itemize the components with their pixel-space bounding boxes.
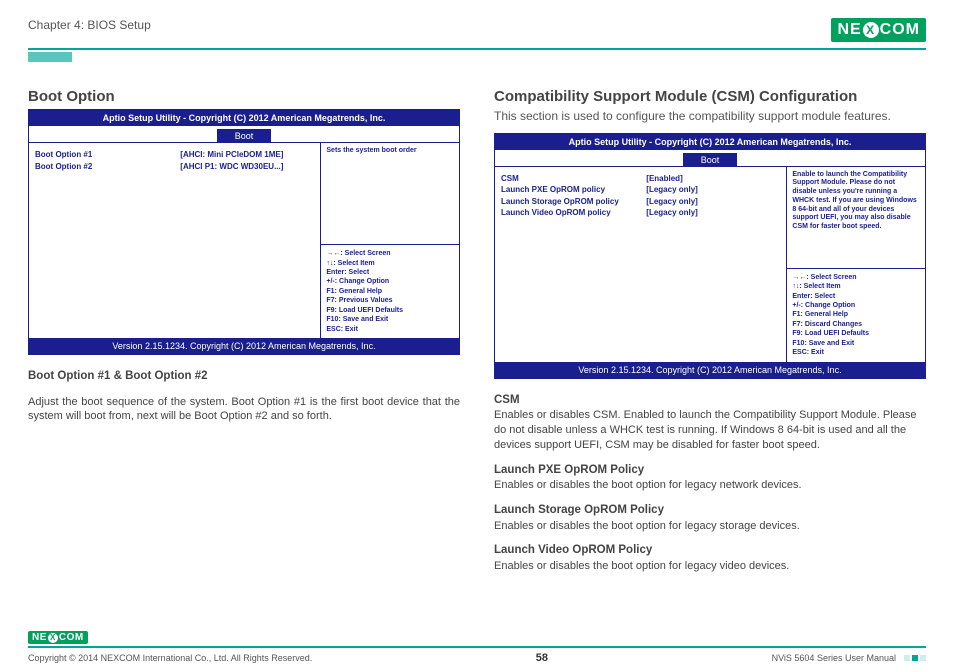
right-section-title: Compatibility Support Module (CSM) Confi… <box>494 88 926 105</box>
key-hint: F10: Save and Exit <box>792 339 920 348</box>
video-text: Enables or disables the boot option for … <box>494 560 789 572</box>
brand-x-icon: X <box>863 22 879 38</box>
key-hint: ↑↓: Select Item <box>326 259 454 268</box>
bios-body: Boot Option #1 [AHCI: Mini PCIeDOM 1ME] … <box>29 142 459 338</box>
pxe-text: Enables or disables the boot option for … <box>494 479 802 491</box>
bios-tabrow: Boot <box>495 150 925 166</box>
key-hint: ↑↓: Select Item <box>792 282 920 291</box>
right-column: Compatibility Support Module (CSM) Confi… <box>494 88 926 584</box>
bios-tabrow: Boot <box>29 126 459 142</box>
brand-right: COM <box>880 21 920 39</box>
brand-right: COM <box>59 632 84 643</box>
brand-left: NE <box>32 632 47 643</box>
bios-row[interactable]: Launch Storage OpROM policy [Legacy only… <box>501 196 780 208</box>
key-hint: ESC: Exit <box>326 325 454 334</box>
key-hint: F9: Load UEFI Defaults <box>792 329 920 338</box>
bios-val: [Legacy only] <box>646 184 780 196</box>
bios-settings-right: CSM [Enabled] Launch PXE OpROM policy [L… <box>495 167 787 362</box>
key-hint: F9: Load UEFI Defaults <box>326 306 454 315</box>
footer-brand-logo: NE X COM <box>28 631 88 644</box>
bios-keys-list: →←: Select Screen ↑↓: Select Item Enter:… <box>787 269 925 362</box>
left-section-title: Boot Option <box>28 88 460 105</box>
left-sub-block: Boot Option #1 & Boot Option #2 Adjust t… <box>28 369 460 424</box>
left-sub-title: Boot Option #1 & Boot Option #2 <box>28 370 208 382</box>
bios-row[interactable]: CSM [Enabled] <box>501 173 780 185</box>
brand-left: NE <box>837 21 861 39</box>
bios-tab-boot[interactable]: Boot <box>683 153 738 167</box>
key-hint: Enter: Select <box>792 292 920 301</box>
bios-key: Boot Option #1 <box>35 149 180 161</box>
right-section-desc: This section is used to configure the co… <box>494 109 926 125</box>
key-hint: F1: General Help <box>792 310 920 319</box>
bios-keys-list: →←: Select Screen ↑↓: Select Item Enter:… <box>321 245 459 338</box>
footer-copyright: Copyright © 2014 NEXCOM International Co… <box>28 653 312 663</box>
bios-body: CSM [Enabled] Launch PXE OpROM policy [L… <box>495 166 925 362</box>
csm-text: Enables or disables CSM. Enabled to laun… <box>494 409 917 451</box>
bios-row[interactable]: Boot Option #2 [AHCI P1: WDC WD30EU...] <box>35 161 314 173</box>
bios-row[interactable]: Launch PXE OpROM policy [Legacy only] <box>501 184 780 196</box>
key-hint: Enter: Select <box>326 268 454 277</box>
storage-text: Enables or disables the boot option for … <box>494 520 800 532</box>
bios-key: Launch Video OpROM policy <box>501 207 646 219</box>
right-sub-block: CSM Enables or disables CSM. Enabled to … <box>494 393 926 574</box>
brand-logo: NE X COM <box>831 18 926 42</box>
brand-x-icon: X <box>48 633 58 643</box>
bios-tab-boot[interactable]: Boot <box>217 129 272 143</box>
bios-help-text: Sets the system boot order <box>321 143 459 245</box>
footer-row: Copyright © 2014 NEXCOM International Co… <box>28 652 926 664</box>
bios-key: CSM <box>501 173 646 185</box>
bios-right-pane: Enable to launch the Compatibility Suppo… <box>787 167 925 362</box>
key-hint: +/-: Change Option <box>792 301 920 310</box>
key-hint: F7: Discard Changes <box>792 320 920 329</box>
bios-key: Boot Option #2 <box>35 161 180 173</box>
bios-settings-left: Boot Option #1 [AHCI: Mini PCIeDOM 1ME] … <box>29 143 321 338</box>
video-heading: Launch Video OpROM Policy <box>494 544 652 556</box>
bios-right-pane: Sets the system boot order →←: Select Sc… <box>321 143 459 338</box>
bios-val: [Legacy only] <box>646 196 780 208</box>
bios-key: Launch PXE OpROM policy <box>501 184 646 196</box>
key-hint: +/-: Change Option <box>326 277 454 286</box>
footer-decoration-icon <box>904 655 926 661</box>
bios-box-right: Aptio Setup Utility - Copyright (C) 2012… <box>494 133 926 379</box>
key-hint: F7: Previous Values <box>326 296 454 305</box>
pxe-heading: Launch PXE OpROM Policy <box>494 464 644 476</box>
left-column: Boot Option Aptio Setup Utility - Copyri… <box>28 88 460 584</box>
bios-val: [Legacy only] <box>646 207 780 219</box>
bios-row[interactable]: Boot Option #1 [AHCI: Mini PCIeDOM 1ME] <box>35 149 314 161</box>
key-hint: ESC: Exit <box>792 348 920 357</box>
bios-help-text: Enable to launch the Compatibility Suppo… <box>787 167 925 269</box>
bios-footer: Version 2.15.1234. Copyright (C) 2012 Am… <box>495 362 925 378</box>
bios-val: [AHCI: Mini PCIeDOM 1ME] <box>180 149 314 161</box>
bios-title: Aptio Setup Utility - Copyright (C) 2012… <box>495 134 925 150</box>
key-hint: F1: General Help <box>326 287 454 296</box>
page-footer: NE X COM Copyright © 2014 NEXCOM Interna… <box>28 627 926 664</box>
bios-val: [AHCI P1: WDC WD30EU...] <box>180 161 314 173</box>
page-header: Chapter 4: BIOS Setup NE X COM <box>28 18 926 50</box>
bios-val: [Enabled] <box>646 173 780 185</box>
page-number: 58 <box>536 652 548 664</box>
footer-divider <box>28 646 926 648</box>
key-hint: →←: Select Screen <box>792 273 920 282</box>
bios-box-left: Aptio Setup Utility - Copyright (C) 2012… <box>28 109 460 355</box>
csm-heading: CSM <box>494 394 520 406</box>
storage-heading: Launch Storage OpROM Policy <box>494 504 664 516</box>
left-sub-text: Adjust the boot sequence of the system. … <box>28 395 460 425</box>
footer-manual: NViS 5604 Series User Manual <box>772 653 896 663</box>
accent-bar <box>28 52 72 62</box>
bios-row[interactable]: Launch Video OpROM policy [Legacy only] <box>501 207 780 219</box>
bios-title: Aptio Setup Utility - Copyright (C) 2012… <box>29 110 459 126</box>
key-hint: →←: Select Screen <box>326 249 454 258</box>
bios-footer: Version 2.15.1234. Copyright (C) 2012 Am… <box>29 338 459 354</box>
bios-key: Launch Storage OpROM policy <box>501 196 646 208</box>
key-hint: F10: Save and Exit <box>326 315 454 324</box>
chapter-label: Chapter 4: BIOS Setup <box>28 18 151 32</box>
content: Boot Option Aptio Setup Utility - Copyri… <box>28 88 926 584</box>
